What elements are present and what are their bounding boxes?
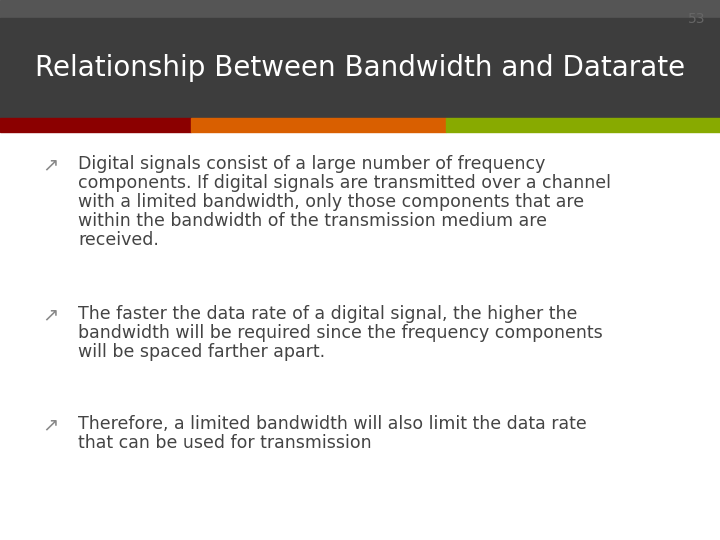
Text: that can be used for transmission: that can be used for transmission	[78, 434, 372, 452]
Text: ↗: ↗	[42, 415, 58, 434]
Text: with a limited bandwidth, only those components that are: with a limited bandwidth, only those com…	[78, 193, 584, 211]
Bar	[0, 18, 720, 118]
Text: ↗: ↗	[42, 155, 58, 174]
Text: received.: received.	[78, 231, 159, 249]
Text: The faster the data rate of a digital signal, the higher the: The faster the data rate of a digital si…	[78, 305, 577, 323]
Text: Digital signals consist of a large number of frequency: Digital signals consist of a large numbe…	[78, 155, 545, 173]
Text: will be spaced farther apart.: will be spaced farther apart.	[78, 343, 325, 361]
Text: 53: 53	[688, 12, 705, 26]
Bar	[0, 118, 191, 132]
Text: Relationship Between Bandwidth and Datarate: Relationship Between Bandwidth and Datar…	[35, 54, 685, 82]
Text: Therefore, a limited bandwidth will also limit the data rate: Therefore, a limited bandwidth will also…	[78, 415, 587, 433]
Bar	[0, 0, 720, 18]
Text: ↗: ↗	[42, 305, 58, 324]
Text: bandwidth will be required since the frequency components: bandwidth will be required since the fre…	[78, 324, 603, 342]
Bar	[191, 118, 446, 132]
Bar	[446, 118, 720, 132]
Text: components. If digital signals are transmitted over a channel: components. If digital signals are trans…	[78, 174, 611, 192]
Text: within the bandwidth of the transmission medium are: within the bandwidth of the transmission…	[78, 212, 547, 230]
